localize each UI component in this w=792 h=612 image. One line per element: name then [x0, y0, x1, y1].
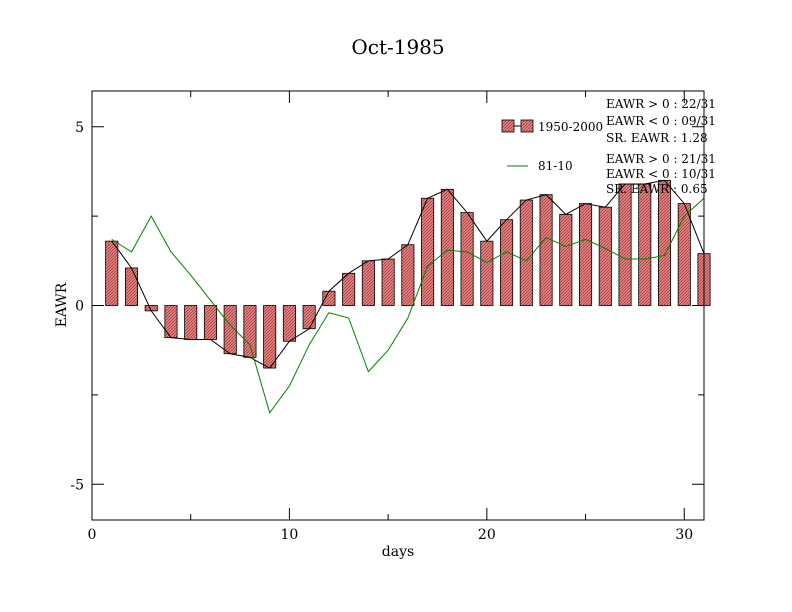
bar-day-22	[519, 199, 533, 306]
bar-day-29	[657, 179, 672, 306]
bar-day-24	[559, 213, 573, 306]
x-tick-label-20: 20	[478, 527, 496, 543]
line-series-group	[111, 179, 705, 414]
bar-day-21	[500, 219, 514, 306]
stats-1950-positive: EAWR > 0 : 22/31	[606, 97, 716, 111]
line-81-10	[111, 197, 705, 414]
x-tick-label-30: 30	[675, 527, 693, 543]
bar-day-11	[302, 305, 316, 330]
bar-day-14	[361, 260, 375, 306]
bar-day-1	[105, 240, 119, 306]
legend-swatch-bar-right	[520, 119, 534, 133]
bar-day-17	[421, 197, 435, 306]
stats-8110-sr: SR. EAWR : 0.65	[606, 182, 708, 196]
bar-day-13	[342, 272, 356, 306]
axis-ticks: 0 10 20 30 -5 0 5	[70, 91, 704, 543]
bar-day-9	[263, 305, 277, 369]
bar-day-27	[618, 183, 632, 306]
plot-frame	[91, 90, 705, 521]
bar-day-10	[282, 305, 296, 342]
bar-day-28	[638, 183, 652, 306]
bar-day-25	[579, 203, 593, 306]
stats-1950-sr: SR. EAWR : 1.28	[606, 131, 708, 145]
x-axis-label: days	[382, 544, 414, 560]
bar-day-18	[440, 188, 454, 306]
y-tick-label-0: 0	[75, 299, 84, 315]
x-tick-label-0: 0	[88, 527, 97, 543]
legend-label-81-10: 81-10	[538, 159, 573, 173]
bar-day-5	[184, 305, 198, 340]
bar-day-16	[401, 244, 415, 306]
bar-day-2	[124, 267, 139, 306]
y-axis-label: EAWR	[54, 282, 70, 327]
line-1950-2000	[111, 179, 705, 369]
legend-swatch-bar-left	[501, 119, 515, 133]
legend-label-1950-2000: 1950-2000	[538, 120, 603, 134]
bar-day-6	[203, 305, 217, 340]
bar-day-30	[677, 203, 691, 306]
bar-day-26	[598, 206, 612, 306]
x-tick-label-10: 10	[281, 527, 299, 543]
legend: 1950-2000 81-10	[501, 119, 603, 173]
y-tick-label-5: 5	[75, 120, 84, 136]
stats-1950-negative: EAWR < 0 : 09/31	[606, 114, 716, 128]
stats-8110-negative: EAWR < 0 : 10/31	[606, 167, 716, 181]
bar-day-4	[164, 305, 178, 339]
stats-block: EAWR > 0 : 22/31 EAWR < 0 : 09/31 SR. EA…	[606, 97, 716, 196]
bar-day-15	[381, 258, 395, 306]
bar-day-19	[460, 212, 474, 306]
y-tick-label--5: -5	[70, 477, 84, 493]
bar-day-20	[480, 240, 494, 306]
chart-title: Oct-1985	[351, 35, 444, 59]
bar-day-23	[539, 194, 553, 306]
bar-series-1950-2000	[105, 179, 711, 369]
stats-8110-positive: EAWR > 0 : 21/31	[606, 152, 716, 166]
bar-day-8	[243, 305, 257, 358]
